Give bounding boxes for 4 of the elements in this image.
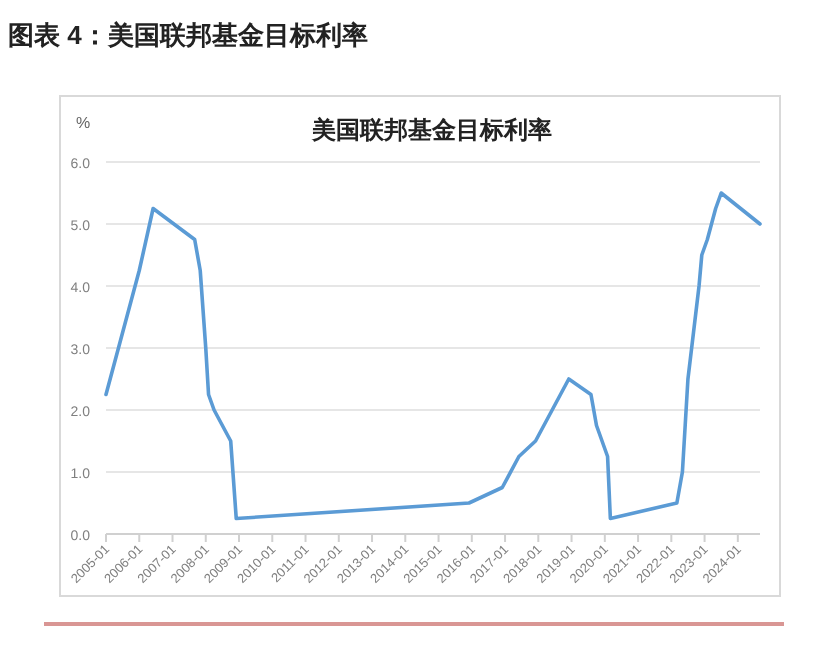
chart-title: 图表 4：美国联邦基金目标利率 <box>8 20 368 50</box>
y-axis-title: % <box>76 114 91 132</box>
chart-subtitle: 美国联邦基金目标利率 <box>310 116 552 144</box>
line-series <box>104 191 762 521</box>
